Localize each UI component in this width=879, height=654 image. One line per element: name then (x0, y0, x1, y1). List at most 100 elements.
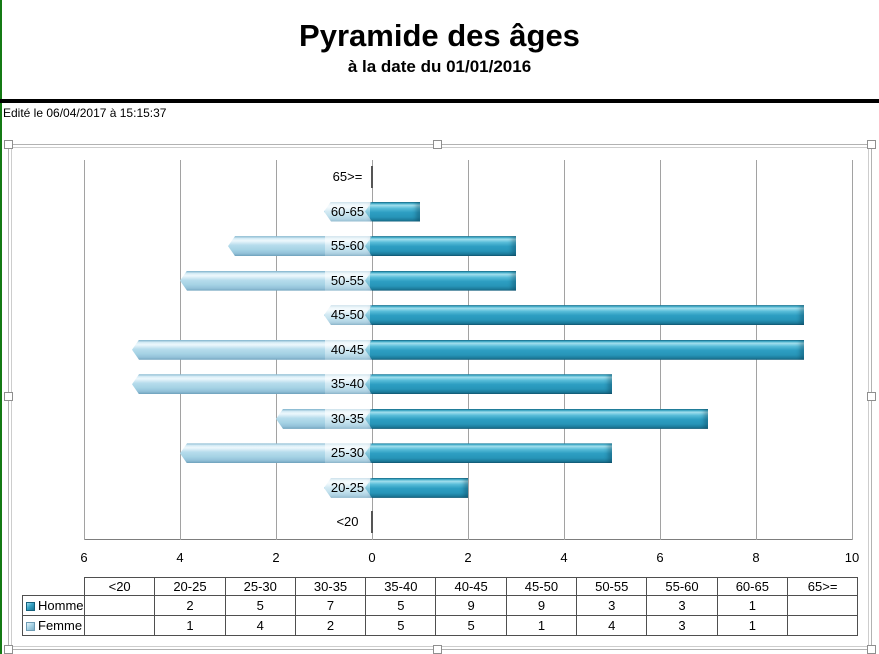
homme-bar-20-25 (365, 477, 468, 498)
chart-row-60-65: 60-65 (84, 195, 852, 230)
homme-bar-60-65 (365, 201, 420, 222)
chart-row-35-40: 35-40 (84, 367, 852, 402)
selection-handle-bottom-left[interactable] (4, 645, 13, 654)
selection-handle-middle-left[interactable] (4, 392, 13, 401)
x-tick-6: 6 (656, 550, 664, 565)
table-row-homme: Homme 2 5 7 5 9 9 3 3 1 (22, 595, 859, 616)
chart-row-45-50: 45-50 (84, 298, 852, 333)
cell-homme-25-30: 5 (224, 595, 296, 616)
cell-femme-30-35: 2 (294, 615, 367, 636)
category-label-20-25: 20-25 (325, 477, 370, 498)
cell-homme-55-60: 3 (646, 595, 718, 616)
cell-homme-35-40: 5 (365, 595, 437, 616)
cell-homme-60-65: 1 (716, 595, 788, 616)
category-label-30-35: 30-35 (325, 408, 370, 429)
pyramid-plot-area: <20 20-25 25-30 30-35 35-40 40-45 45-50 50-55 55… (84, 160, 853, 540)
homme-bar-35-40 (365, 374, 612, 395)
category-label-40-45: 40-45 (325, 339, 370, 360)
homme-bar-30-35 (365, 408, 708, 429)
zero-axis-segment-65>= (371, 166, 373, 188)
cell-femme-25-30: 4 (224, 615, 296, 636)
table-column-header-30-35: 30-35 (294, 577, 367, 596)
x-tick-4: 4 (176, 550, 184, 565)
gridline--6 (84, 160, 85, 540)
table-column-header-50-55: 50-55 (576, 577, 648, 596)
cell-femme-55-60: 3 (646, 615, 718, 636)
page-left-edge-band (0, 0, 2, 654)
category-label-45-50: 45-50 (325, 305, 370, 326)
chart-row-30-35: 30-35 (84, 402, 852, 437)
table-column-header-<20: <20 (83, 577, 156, 596)
selection-handle-bottom-middle[interactable] (433, 645, 442, 654)
cell-homme-40-45: 9 (435, 595, 507, 616)
x-tick-10: 10 (844, 550, 860, 565)
category-label-<20: <20 (336, 514, 359, 530)
femme-bar-25-30 (180, 443, 372, 464)
selection-handle-top-right[interactable] (867, 140, 876, 149)
homme-bar-25-30 (365, 443, 612, 464)
page-title: Pyramide des âges (299, 18, 580, 53)
homme-bar-45-50 (365, 305, 804, 326)
gridline-10 (852, 160, 853, 540)
category-label-60-65: 60-65 (325, 201, 370, 222)
table-column-header-35-40: 35-40 (365, 577, 437, 596)
cell-femme-60-65: 1 (716, 615, 788, 636)
header-divider (0, 99, 879, 103)
category-label-25-30: 25-30 (325, 443, 370, 464)
x-tick-2: 2 (464, 550, 472, 565)
x-tick-2: 2 (272, 550, 280, 565)
femme-bar-35-40 (132, 374, 372, 395)
cell-femme-40-45: 5 (435, 615, 507, 636)
selection-handle-bottom-right[interactable] (867, 645, 876, 654)
table-column-header-65>=: 65>= (786, 577, 859, 596)
table-row-femme: Femme 1 4 2 5 5 1 4 3 1 (22, 615, 859, 636)
table-column-header-60-65: 60-65 (716, 577, 788, 596)
homme-bar-40-45 (365, 339, 804, 360)
category-label-35-40: 35-40 (325, 374, 370, 395)
x-tick-8: 8 (752, 550, 760, 565)
table-column-header-20-25: 20-25 (154, 577, 226, 596)
femme-bar-50-55 (180, 270, 372, 291)
selection-handle-top-middle[interactable] (433, 140, 442, 149)
cell-homme-20-25: 2 (154, 595, 226, 616)
cell-homme-45-50: 9 (505, 595, 578, 616)
x-tick-6: 6 (80, 550, 88, 565)
category-label-55-60: 55-60 (325, 236, 370, 257)
table-column-header-45-50: 45-50 (505, 577, 578, 596)
zero-axis-segment-<20 (371, 511, 373, 534)
row-header-femme: Femme (22, 615, 85, 636)
table-column-header-25-30: 25-30 (224, 577, 296, 596)
category-label-65>=: 65>= (332, 169, 363, 184)
cell-femme-45-50: 1 (505, 615, 578, 636)
x-tick-4: 4 (560, 550, 568, 565)
homme-legend-icon (26, 602, 35, 611)
row-header-homme: Homme (22, 595, 85, 616)
cell-homme-50-55: 3 (576, 595, 648, 616)
data-table: <20 20-25 25-30 30-35 35-40 40-45 45-50 50-55 55… (22, 577, 859, 636)
x-tick-0: 0 (368, 550, 376, 565)
selection-handle-top-left[interactable] (4, 140, 13, 149)
table-corner-cell (22, 577, 85, 596)
homme-bar-55-60 (365, 236, 516, 257)
cell-homme-<20 (83, 595, 156, 616)
cell-femme-65>= (786, 615, 859, 636)
table-column-header-55-60: 55-60 (646, 577, 718, 596)
chart-row-55-60: 55-60 (84, 229, 852, 264)
cell-femme-20-25: 1 (154, 615, 226, 636)
category-label-50-55: 50-55 (325, 270, 370, 291)
cell-femme-35-40: 5 (365, 615, 437, 636)
chart-row-40-45: 40-45 (84, 333, 852, 368)
cell-homme-30-35: 7 (294, 595, 367, 616)
cell-femme-50-55: 4 (576, 615, 648, 636)
page-subtitle: à la date du 01/01/2016 (347, 57, 532, 76)
cell-homme-65>= (786, 595, 859, 616)
homme-bar-50-55 (365, 270, 516, 291)
femme-legend-icon (26, 622, 35, 631)
chart-row-65>=: 65>= (84, 160, 852, 195)
chart-row-20-25: 20-25 (84, 471, 852, 506)
chart-row-50-55: 50-55 (84, 264, 852, 299)
selection-handle-middle-right[interactable] (867, 392, 876, 401)
cell-femme-<20 (83, 615, 156, 636)
femme-bar-40-45 (132, 339, 372, 360)
